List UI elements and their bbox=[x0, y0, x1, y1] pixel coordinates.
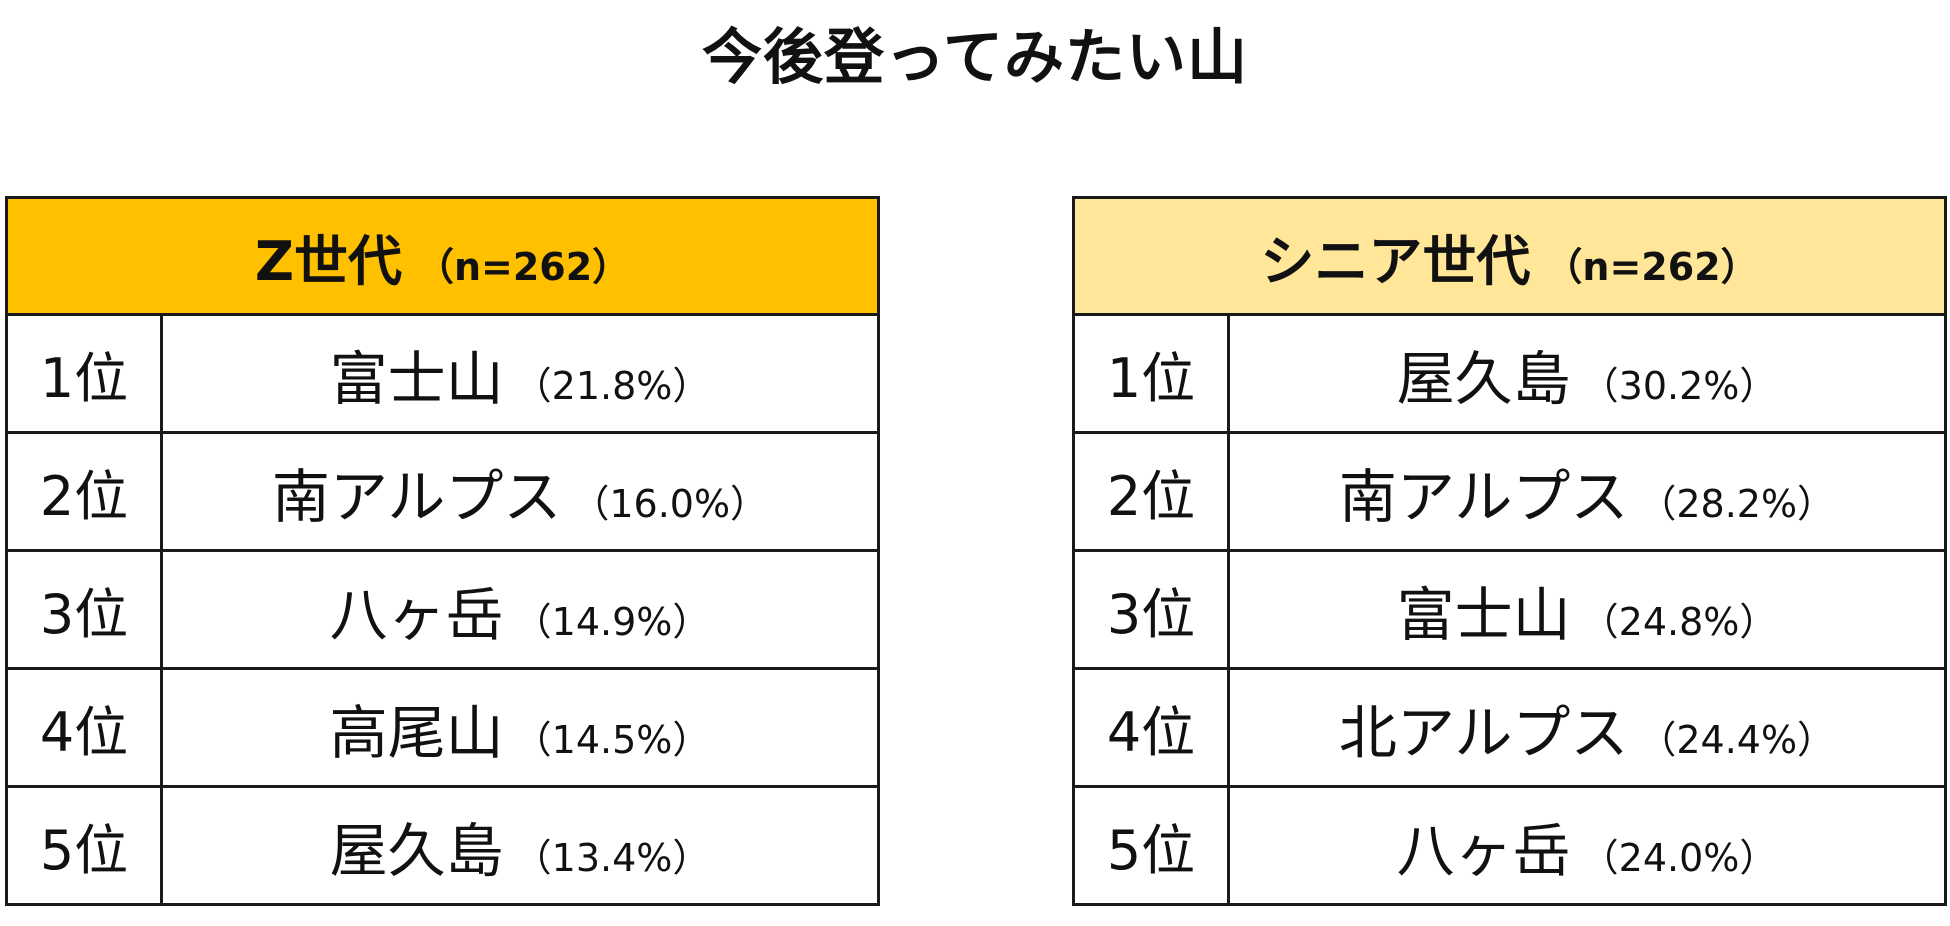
sample-size: （n=262） bbox=[415, 244, 631, 289]
table-row: 5位 屋久島 （13.4%） bbox=[5, 785, 880, 906]
table-row: 3位 八ヶ岳 （14.9%） bbox=[5, 549, 880, 670]
mountain-cell: 屋久島 （13.4%） bbox=[160, 785, 880, 906]
mountain-name: 屋久島 bbox=[329, 816, 504, 885]
mountain-cell: 屋久島 （30.2%） bbox=[1227, 313, 1947, 434]
rank-label: 5位 bbox=[5, 785, 163, 906]
mountain-name: 北アルプス bbox=[1338, 698, 1629, 767]
z-generation-table: Z世代 （n=262） 1位 富士山 （21.8%） 2位 南アルプス （16.0%）… bbox=[5, 196, 880, 906]
table-row: 1位 富士山 （21.8%） bbox=[5, 313, 880, 434]
group-name: シニア世代 bbox=[1260, 229, 1531, 293]
mountain-name: 富士山 bbox=[329, 344, 504, 413]
rank-label: 1位 bbox=[5, 313, 163, 434]
mountain-name: 南アルプス bbox=[1338, 462, 1629, 531]
rank-label: 5位 bbox=[1072, 785, 1230, 906]
page-title: 今後登ってみたい山 bbox=[702, 23, 1248, 93]
rank-label: 3位 bbox=[5, 549, 163, 670]
mountain-cell: 北アルプス （24.4%） bbox=[1227, 667, 1947, 788]
mountain-cell: 南アルプス （16.0%） bbox=[160, 431, 880, 552]
group-name: Z世代 bbox=[254, 229, 402, 293]
percentage: （24.0%） bbox=[1580, 835, 1778, 880]
table-row: 4位 高尾山 （14.5%） bbox=[5, 667, 880, 788]
table-header-row: シニア世代 （n=262） bbox=[1072, 196, 1947, 316]
table-row: 3位 富士山 （24.8%） bbox=[1072, 549, 1947, 670]
mountain-name: 八ヶ岳 bbox=[1396, 816, 1571, 885]
percentage: （28.2%） bbox=[1638, 481, 1836, 526]
table-row: 1位 屋久島 （30.2%） bbox=[1072, 313, 1947, 434]
mountain-cell: 南アルプス （28.2%） bbox=[1227, 431, 1947, 552]
percentage: （14.9%） bbox=[513, 599, 711, 644]
percentage: （14.5%） bbox=[513, 717, 711, 762]
rank-label: 1位 bbox=[1072, 313, 1230, 434]
mountain-name: 屋久島 bbox=[1396, 344, 1571, 413]
percentage: （24.8%） bbox=[1580, 599, 1778, 644]
percentage: （24.4%） bbox=[1638, 717, 1836, 762]
sample-size: （n=262） bbox=[1544, 244, 1759, 289]
rank-label: 4位 bbox=[5, 667, 163, 788]
table-header: シニア世代 （n=262） bbox=[1072, 196, 1947, 316]
percentage: （13.4%） bbox=[513, 835, 711, 880]
mountain-cell: 富士山 （24.8%） bbox=[1227, 549, 1947, 670]
rank-label: 2位 bbox=[1072, 431, 1230, 552]
rank-label: 3位 bbox=[1072, 549, 1230, 670]
percentage: （21.8%） bbox=[513, 363, 711, 408]
percentage: （30.2%） bbox=[1580, 363, 1778, 408]
mountain-name: 高尾山 bbox=[329, 698, 504, 767]
mountain-cell: 八ヶ岳 （14.9%） bbox=[160, 549, 880, 670]
mountain-name: 八ヶ岳 bbox=[329, 580, 504, 649]
table-row: 2位 南アルプス （28.2%） bbox=[1072, 431, 1947, 552]
table-row: 5位 八ヶ岳 （24.0%） bbox=[1072, 785, 1947, 906]
mountain-cell: 八ヶ岳 （24.0%） bbox=[1227, 785, 1947, 906]
rank-label: 2位 bbox=[5, 431, 163, 552]
mountain-cell: 富士山 （21.8%） bbox=[160, 313, 880, 434]
mountain-name: 南アルプス bbox=[271, 462, 562, 531]
percentage: （16.0%） bbox=[571, 481, 769, 526]
rank-label: 4位 bbox=[1072, 667, 1230, 788]
table-row: 4位 北アルプス （24.4%） bbox=[1072, 667, 1947, 788]
table-header-row: Z世代 （n=262） bbox=[5, 196, 880, 316]
table-header: Z世代 （n=262） bbox=[5, 196, 880, 316]
mountain-name: 富士山 bbox=[1396, 580, 1571, 649]
table-row: 2位 南アルプス （16.0%） bbox=[5, 431, 880, 552]
senior-generation-table: シニア世代 （n=262） 1位 屋久島 （30.2%） 2位 南アルプス （28.2… bbox=[1072, 196, 1947, 906]
mountain-cell: 高尾山 （14.5%） bbox=[160, 667, 880, 788]
